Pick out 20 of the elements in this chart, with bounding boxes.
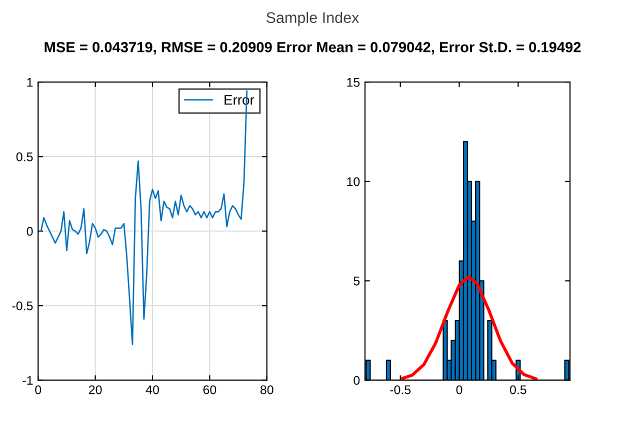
x-tick-label: 20 xyxy=(88,385,102,394)
x-tick-label: -0.5 xyxy=(390,385,411,394)
y-tick-label: 15 xyxy=(347,78,360,87)
y-tick-label: 10 xyxy=(347,177,360,186)
y-tick-label: 5 xyxy=(354,276,360,286)
text: MSE = 0.043719, RMSE = 0.20909 Error Mean = 0.079042, Error St.D. = 0.19492 xyxy=(44,42,581,54)
y-tick-label: -1 xyxy=(22,376,33,385)
y-tick-label: -0.5 xyxy=(12,301,33,310)
x-tick-label: 0 xyxy=(35,385,42,394)
text: Sample Index xyxy=(266,12,360,26)
x-tick-label: 0.5 xyxy=(510,385,526,394)
y-tick-label: 0 xyxy=(26,226,33,236)
x-tick-label: 40 xyxy=(146,385,159,394)
x-tick-label: 60 xyxy=(203,385,216,394)
x-tick-label: 80 xyxy=(260,385,274,394)
line-series xyxy=(401,275,538,380)
y-tick-label: 0.5 xyxy=(16,152,33,162)
x-tick-label: 0 xyxy=(456,385,462,394)
y-tick-label: 0 xyxy=(354,376,360,385)
y-tick-label: 1 xyxy=(27,78,33,87)
